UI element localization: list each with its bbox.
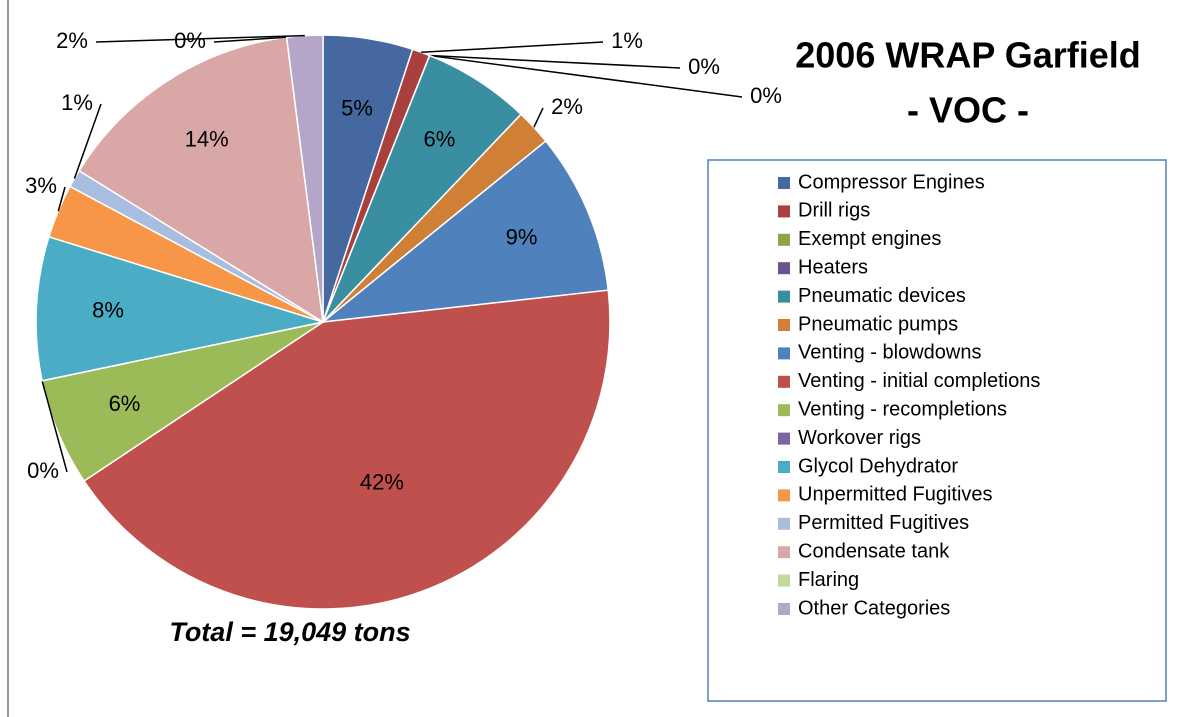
legend-label: Glycol Dehydrator xyxy=(798,455,958,477)
legend-swatch xyxy=(778,574,790,587)
data-label: 6% xyxy=(109,391,141,416)
legend-label: Pneumatic pumps xyxy=(798,313,958,335)
legend-swatch xyxy=(778,177,790,189)
data-label: 2% xyxy=(551,94,583,119)
legend-label: Unpermitted Fugitives xyxy=(798,484,993,506)
data-label: 9% xyxy=(506,225,538,250)
legend-swatch xyxy=(778,603,790,615)
leader-line xyxy=(533,107,544,128)
data-label: 8% xyxy=(92,298,124,323)
leader-line xyxy=(429,54,681,69)
data-label: 5% xyxy=(341,95,373,120)
legend-label: Venting - blowdowns xyxy=(798,342,981,364)
legend-label: Drill rigs xyxy=(798,200,870,222)
legend-swatch xyxy=(778,517,790,530)
pie-slice xyxy=(78,36,324,324)
total-annotation: Total = 19,049 tons xyxy=(169,617,410,647)
legend-label: Venting - initial completions xyxy=(798,370,1040,392)
data-label: 3% xyxy=(25,173,57,198)
legend-label: Compressor Engines xyxy=(798,171,985,193)
legend-swatch xyxy=(778,233,790,246)
pie-slice xyxy=(35,235,326,382)
legend-swatch xyxy=(778,319,790,331)
legend-label: Venting - recompletions xyxy=(798,398,1007,420)
pie-slice xyxy=(83,289,611,610)
legend-label: Workover rigs xyxy=(798,427,921,449)
legend-swatch xyxy=(778,404,790,417)
legend-label: Exempt engines xyxy=(798,228,941,250)
data-label: 2% xyxy=(56,28,88,53)
legend-swatch xyxy=(778,546,790,559)
data-label: 1% xyxy=(61,90,93,115)
data-label: 0% xyxy=(174,28,206,53)
legend-label: Flaring xyxy=(798,569,859,591)
data-label: 0% xyxy=(688,54,720,79)
legend-swatch xyxy=(778,290,790,303)
leader-line xyxy=(95,34,305,43)
legend-swatch xyxy=(778,205,790,218)
legend-label: Heaters xyxy=(798,256,868,278)
leader-line xyxy=(429,54,743,98)
legend-swatch xyxy=(778,461,790,473)
legend-swatch xyxy=(778,375,790,388)
legend-label: Condensate tank xyxy=(798,540,950,562)
pie-slice xyxy=(285,34,324,323)
chart-title: 2006 WRAP Garfield xyxy=(795,35,1140,76)
legend-label: Other Categories xyxy=(798,597,950,619)
legend-swatch xyxy=(778,347,790,360)
legend-label: Pneumatic devices xyxy=(798,285,966,307)
data-label: 0% xyxy=(27,458,59,483)
data-label: 6% xyxy=(423,127,455,152)
data-label: 42% xyxy=(360,470,404,495)
legend-swatch xyxy=(778,432,790,445)
data-label: 1% xyxy=(611,28,643,53)
leader-line xyxy=(57,186,66,212)
leader-line xyxy=(213,36,287,43)
leader-line xyxy=(421,41,604,54)
pie-slice xyxy=(320,139,610,324)
legend-swatch xyxy=(778,489,790,502)
data-label: 14% xyxy=(185,127,229,152)
chart-subtitle: - VOC - xyxy=(907,90,1029,131)
legend-label: Permitted Fugitives xyxy=(798,512,969,534)
legend-swatch xyxy=(778,262,790,275)
data-label: 0% xyxy=(750,83,782,108)
leader-line xyxy=(73,103,102,179)
leader-line xyxy=(41,380,68,473)
